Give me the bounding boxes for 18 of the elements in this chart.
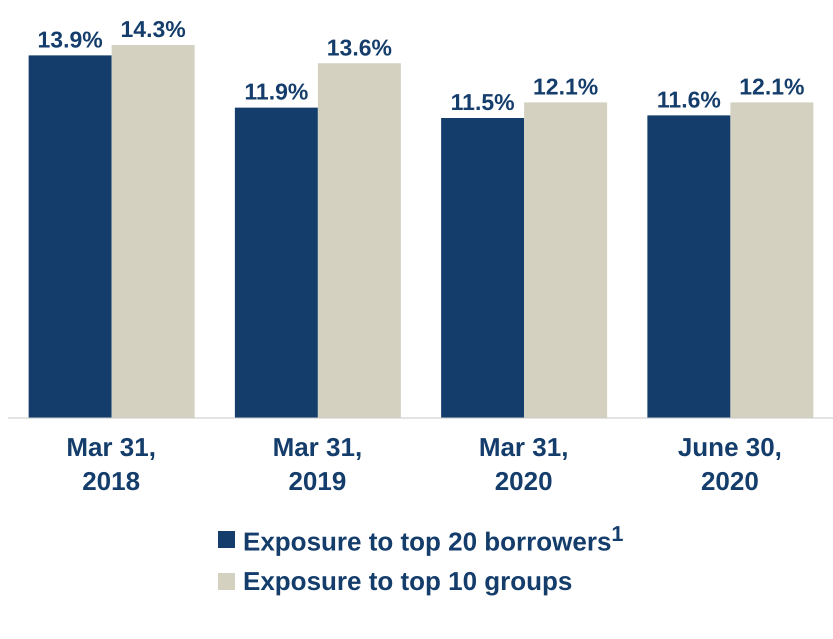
data-label: 12.1% <box>739 73 804 100</box>
bar <box>647 115 730 418</box>
legend-label: Exposure to top 20 borrowers$^{1}$ <box>243 520 624 558</box>
data-label: 11.5% <box>450 89 515 116</box>
bar <box>28 55 112 418</box>
bar <box>234 108 318 418</box>
data-label: 11.9% <box>244 78 308 105</box>
data-label: 11.6% <box>656 86 721 112</box>
data-label: 12.1% <box>533 73 598 100</box>
data-label: 13.9% <box>38 26 103 52</box>
x-tick-label: Mar 31, 2019 <box>272 432 362 496</box>
legend-label: Exposure to top 10 groups <box>243 566 572 596</box>
data-label: 13.6% <box>326 34 392 60</box>
x-tick-label: June 30, 2020 <box>678 432 782 496</box>
x-tick-label: Mar 31, 2020 <box>478 432 568 496</box>
x-tick-label: Mar 31, 2018 <box>66 432 156 496</box>
data-label: 14.3% <box>120 16 186 42</box>
bar <box>441 118 524 418</box>
